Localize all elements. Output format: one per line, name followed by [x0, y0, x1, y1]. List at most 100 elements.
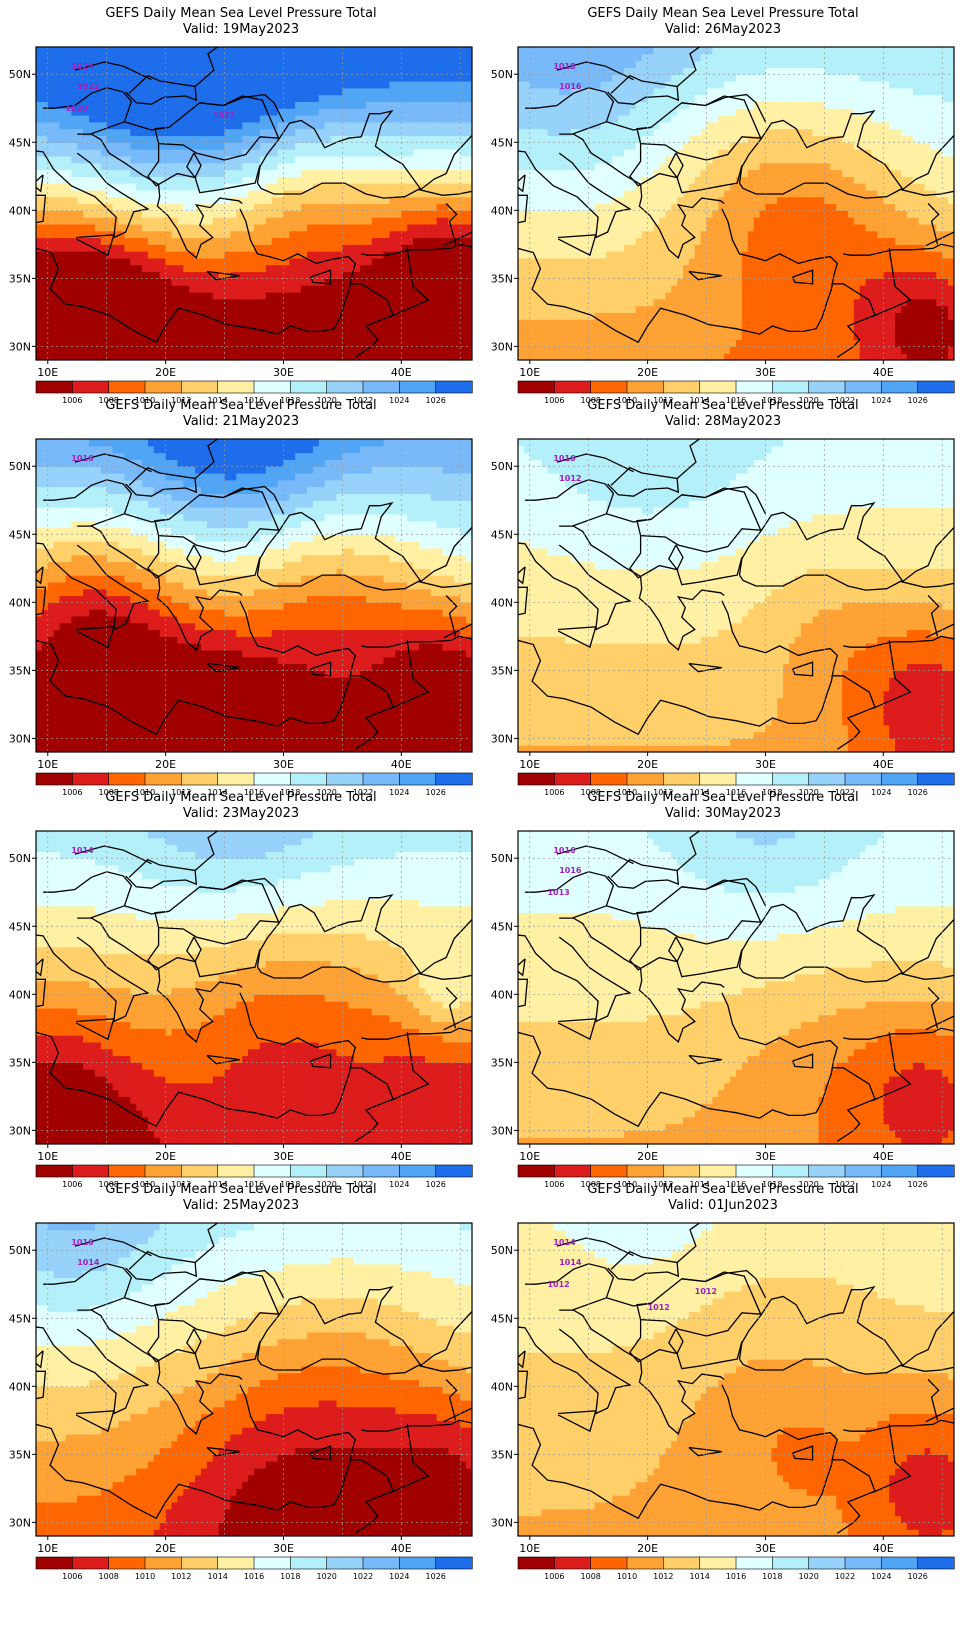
colorbar-swatch — [435, 1556, 473, 1570]
colorbar-label: 1010 — [135, 1180, 155, 1189]
colorbar-label: 1024 — [389, 396, 409, 405]
lat-tick-label: 40N — [9, 204, 31, 217]
colorbar-label: 1014 — [208, 788, 228, 797]
pressure-field — [518, 1223, 954, 1536]
pressure-field — [36, 1223, 472, 1536]
colorbar-label: 1016 — [244, 396, 264, 405]
colorbar-label: 1026 — [908, 1180, 928, 1189]
colorbar-label: 1008 — [99, 1180, 119, 1189]
contour-label: 1012 — [695, 1287, 717, 1296]
colorbar-label: 1016 — [244, 1180, 264, 1189]
colorbar-label: 1024 — [871, 1572, 891, 1581]
lat-tick-label: 35N — [491, 664, 513, 677]
coastlines — [36, 439, 472, 750]
colorbar-label: 1022 — [835, 788, 855, 797]
pressure-field — [36, 439, 472, 752]
lat-tick-label: 30N — [9, 1516, 31, 1529]
contour-label: 1014 — [559, 1258, 582, 1267]
graticule — [518, 439, 954, 752]
colorbar-label: 1012 — [653, 1180, 673, 1189]
colorbar-swatch — [144, 1556, 182, 1570]
colorbar-label: 1012 — [171, 788, 191, 797]
colorbar-label: 1026 — [908, 396, 928, 405]
colorbar-label: 1014 — [208, 396, 228, 405]
map-frame — [35, 46, 473, 361]
colorbar-label: 1008 — [581, 788, 601, 797]
colorbar-swatch — [844, 1556, 882, 1570]
lon-tick-label: 30E — [273, 366, 294, 379]
panel-title: GEFS Daily Mean Sea Level Pressure Total — [482, 790, 964, 806]
contour-label: 1016 — [553, 454, 576, 463]
lat-tick-label: 30N — [9, 1124, 31, 1137]
colorbar-label: 1024 — [871, 1180, 891, 1189]
colorbar-label: 1020 — [317, 788, 337, 797]
lat-tick-label: 50N — [9, 1244, 31, 1257]
colorbar-swatch — [917, 772, 955, 786]
colorbar-label: 1022 — [835, 1572, 855, 1581]
colorbar-label: 1008 — [99, 788, 119, 797]
lon-tick-label: 20E — [155, 1150, 176, 1163]
colorbar-label: 1010 — [135, 1572, 155, 1581]
contour-label: 1012 — [559, 474, 581, 483]
colorbar-swatch — [917, 1164, 955, 1178]
graticule — [36, 47, 472, 360]
panel-valid-date: Valid: 26May2023 — [482, 22, 964, 38]
lat-tick-label: 35N — [491, 272, 513, 285]
colorbar-label: 1024 — [389, 788, 409, 797]
colorbar-label: 1014 — [690, 788, 710, 797]
colorbar-swatch — [917, 380, 955, 394]
contour-label: 1018 — [553, 62, 576, 71]
pressure-field — [36, 831, 472, 1144]
graticule — [518, 1223, 954, 1536]
panel-valid-date: Valid: 21May2023 — [0, 414, 482, 430]
graticule — [36, 439, 472, 752]
colorbar-swatch — [808, 1556, 846, 1570]
colorbar-label: 1020 — [799, 788, 819, 797]
colorbar-label: 1016 — [726, 1572, 746, 1581]
graticule — [36, 1223, 472, 1536]
lat-tick-label: 50N — [491, 68, 513, 81]
colorbar-label: 1014 — [690, 396, 710, 405]
lon-tick-label: 40E — [873, 758, 894, 771]
colorbar-label: 1010 — [617, 1572, 637, 1581]
contour-label: 1014 — [71, 846, 94, 855]
colorbar-label: 1014 — [690, 1572, 710, 1581]
map-panel: GEFS Daily Mean Sea Level Pressure Total… — [482, 784, 964, 1194]
lat-tick-label: 50N — [491, 1244, 513, 1257]
colorbar-label: 1026 — [908, 1572, 928, 1581]
map-frame — [517, 1222, 955, 1537]
colorbar-swatch — [435, 772, 473, 786]
lon-tick-label: 10E — [37, 1542, 58, 1555]
lat-tick-label: 45N — [9, 1312, 31, 1325]
colorbar-label: 1018 — [762, 1180, 782, 1189]
colorbar-label: 1024 — [871, 396, 891, 405]
colorbar-label: 1008 — [99, 1572, 119, 1581]
colorbar: 1006 1008 1010 1012 1014 1016 1018 1020 1022 1024… — [517, 1164, 955, 1189]
lon-tick-label: 40E — [873, 1542, 894, 1555]
colorbar-label: 1010 — [135, 396, 155, 405]
pressure-field — [518, 439, 954, 752]
contour-label: 1016 — [71, 1238, 94, 1247]
panel-title: GEFS Daily Mean Sea Level Pressure Total — [0, 1182, 482, 1198]
colorbar-label: 1012 — [171, 1572, 191, 1581]
lat-tick-label: 40N — [491, 988, 513, 1001]
lon-tick-label: 40E — [391, 1542, 412, 1555]
map-panel: GEFS Daily Mean Sea Level Pressure Total… — [482, 392, 964, 802]
lon-tick-label: 30E — [755, 1150, 776, 1163]
lon-tick-label: 10E — [519, 1150, 540, 1163]
colorbar-swatch — [917, 1556, 955, 1570]
lon-tick-label: 20E — [637, 758, 658, 771]
colorbar-swatch — [435, 1164, 473, 1178]
lon-tick-label: 20E — [637, 366, 658, 379]
colorbar-label: 1006 — [62, 396, 82, 405]
contour-label: 1016 — [559, 866, 582, 875]
lat-tick-label: 45N — [9, 920, 31, 933]
colorbar-swatch — [735, 1556, 773, 1570]
lon-tick-label: 30E — [273, 1542, 294, 1555]
map-frame — [35, 438, 473, 753]
panel-title: GEFS Daily Mean Sea Level Pressure Total — [482, 398, 964, 414]
colorbar-label: 1022 — [835, 1180, 855, 1189]
graticule — [518, 831, 954, 1144]
